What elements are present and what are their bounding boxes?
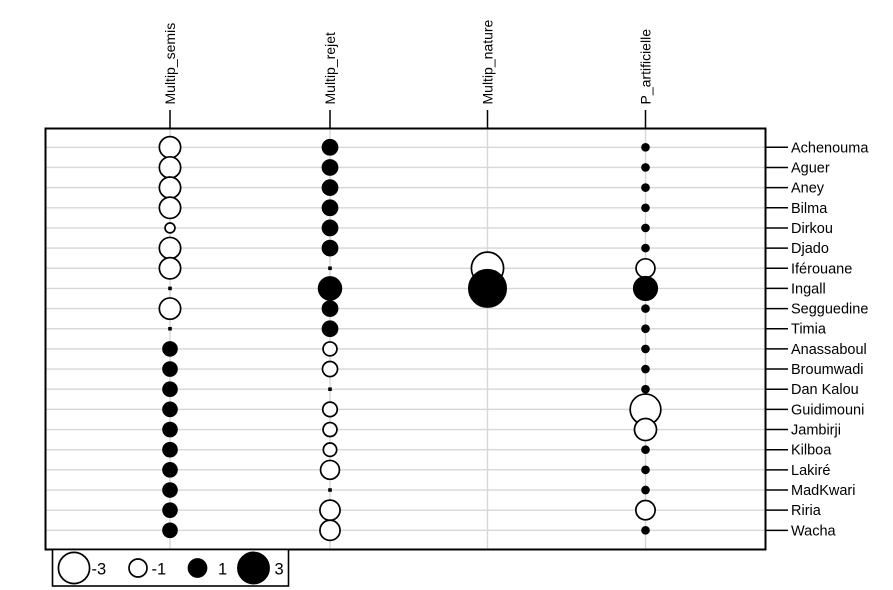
balloon-symbol	[641, 485, 650, 495]
row-label: Guidimouni	[791, 402, 864, 418]
row-label: Segguedine	[791, 302, 868, 318]
balloon-symbol	[641, 203, 650, 213]
balloon-symbol	[158, 135, 182, 159]
balloon-symbol	[162, 361, 178, 377]
balloon-symbol	[162, 502, 178, 519]
balloon-symbol	[319, 519, 341, 542]
balloon-symbol	[162, 401, 178, 418]
balloon-symbol	[321, 401, 339, 418]
legend-label: -1	[152, 561, 167, 579]
row-label: Dan Kalou	[791, 382, 859, 398]
balloon-symbol	[641, 364, 650, 374]
balloon-symbol	[322, 341, 338, 357]
balloon-symbol	[321, 219, 339, 237]
row-label: Wacha	[791, 523, 837, 539]
row-label: Dirkou	[791, 221, 833, 237]
balloon-symbol	[641, 384, 650, 394]
row-label: Achenouma	[791, 140, 869, 156]
row-label: MadKwari	[791, 483, 855, 499]
balloon-symbol	[162, 341, 178, 357]
balloon-symbol	[164, 222, 176, 234]
balloon-symbol	[632, 275, 659, 302]
balloon-symbol	[635, 257, 656, 279]
balloon-symbol	[321, 320, 339, 338]
balloon-symbol	[162, 522, 178, 539]
balloon-symbol	[322, 421, 338, 438]
row-label: Anassaboul	[791, 342, 867, 358]
legend-label: 1	[218, 561, 227, 579]
balloon-symbol	[641, 163, 650, 172]
legend-symbol	[237, 551, 270, 585]
balloon-symbol	[321, 159, 339, 176]
row-label: Kilboa	[791, 443, 832, 459]
balloon-symbol	[321, 138, 339, 156]
balloon-symbol	[641, 142, 650, 152]
balloon-symbol	[162, 441, 178, 458]
balloon-symbol	[158, 297, 182, 321]
balloon-tiny-dot	[328, 266, 332, 271]
row-label: Bilma	[791, 201, 828, 217]
balloon-symbol	[162, 462, 178, 478]
balloon-symbol	[158, 155, 182, 179]
plot-border	[44, 127, 767, 551]
legend-label: 3	[275, 561, 284, 579]
balloon-symbol	[633, 417, 658, 442]
balloon-symbol	[162, 482, 178, 498]
balloon-symbol	[321, 239, 339, 257]
legend-symbol	[128, 558, 148, 578]
row-label: Aguer	[791, 160, 830, 176]
balloon-tiny-dot	[168, 326, 172, 331]
balloon-symbol	[158, 176, 182, 200]
balloon-symbol	[641, 243, 650, 253]
balloon-symbol	[641, 223, 650, 233]
row-label: Ingall	[791, 281, 826, 297]
balloon-symbol	[641, 445, 650, 455]
balloon-symbol	[641, 526, 650, 535]
balloon-symbol	[641, 465, 650, 475]
row-label: Timia	[791, 322, 827, 338]
balloon-symbol	[162, 421, 178, 438]
column-label: Multip_rejet	[322, 32, 338, 104]
balloon-symbol	[322, 442, 338, 458]
row-label: Jambirji	[791, 423, 841, 439]
row-label: Iférouane	[791, 261, 852, 277]
balloon-symbol	[321, 179, 339, 196]
balloon-tiny-dot	[328, 387, 332, 392]
row-label: Djado	[791, 241, 829, 257]
balloon-symbol	[158, 256, 182, 280]
row-label: Aney	[791, 181, 825, 197]
balloon-symbol	[641, 183, 650, 192]
column-label: Multip_semis	[162, 23, 178, 105]
row-label: Broumwadi	[791, 362, 864, 378]
balloon-symbol	[321, 360, 339, 378]
row-label: Lakiré	[791, 463, 831, 479]
balloon-symbol	[321, 199, 339, 217]
balloon-symbol	[634, 499, 657, 521]
column-label: P_artificielle	[638, 29, 654, 105]
balloon-symbol	[319, 459, 341, 481]
balloon-symbol	[321, 300, 339, 317]
column-label: Multip_nature	[480, 19, 496, 104]
balloon-symbol	[158, 196, 182, 220]
balloon-symbol	[467, 268, 508, 308]
balloon-tiny-dot	[168, 286, 172, 291]
balloon-tiny-dot	[328, 488, 332, 492]
legend-label: -3	[92, 561, 107, 579]
balloon-symbol	[162, 381, 178, 398]
balloon-symbol	[319, 499, 341, 522]
legend-symbol	[187, 558, 208, 578]
balloon-symbol	[158, 236, 182, 260]
balloon-symbol	[641, 344, 650, 354]
balloon-symbol	[641, 304, 650, 313]
legend-symbol	[57, 551, 91, 585]
balloon-symbol	[641, 324, 650, 334]
row-label: Riria	[791, 503, 822, 519]
balloon-symbol	[317, 276, 343, 301]
